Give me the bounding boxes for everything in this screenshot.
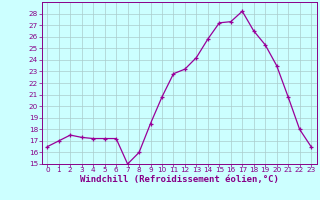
X-axis label: Windchill (Refroidissement éolien,°C): Windchill (Refroidissement éolien,°C) [80,175,279,184]
